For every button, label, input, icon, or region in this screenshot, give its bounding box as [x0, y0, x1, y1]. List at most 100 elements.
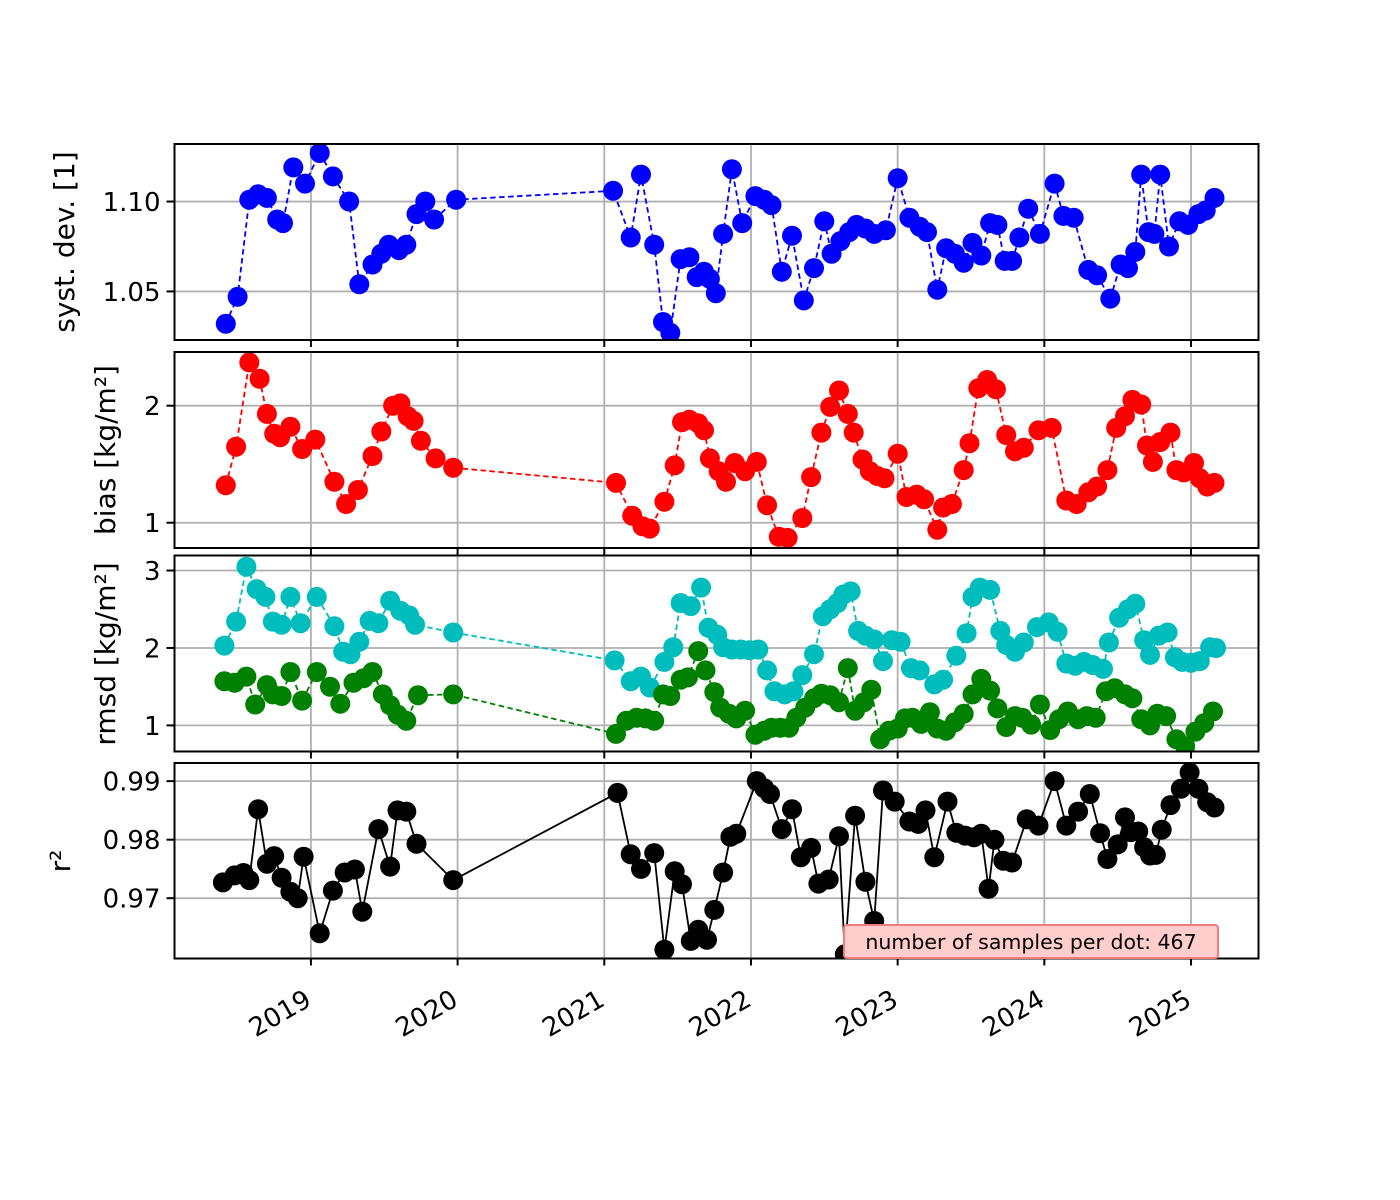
data-point: [887, 168, 908, 189]
data-point: [1013, 437, 1034, 458]
data-point: [1189, 651, 1210, 672]
data-point: [793, 290, 814, 311]
data-point: [239, 870, 260, 891]
data-point: [1013, 632, 1034, 653]
data-point: [1131, 164, 1152, 185]
data-point: [962, 684, 983, 705]
data-point: [226, 436, 247, 457]
data-point: [1098, 632, 1119, 653]
data-point: [443, 622, 464, 643]
data-point: [620, 844, 641, 865]
data-point: [1047, 621, 1068, 642]
y-tick-label: 1: [144, 509, 161, 539]
data-point: [1029, 694, 1050, 715]
y-tick-label: 1: [144, 712, 161, 742]
data-point: [1184, 453, 1204, 473]
data-point: [292, 690, 313, 711]
data-point: [424, 209, 445, 230]
data-point: [1044, 771, 1065, 792]
data-point: [760, 784, 780, 804]
data-point: [1028, 815, 1049, 836]
data-point: [864, 629, 885, 650]
samples-annotation: number of samples per dot: 467: [843, 924, 1219, 959]
data-point: [631, 164, 651, 185]
data-point: [280, 586, 301, 607]
data-point: [1125, 593, 1146, 614]
data-point: [984, 829, 1005, 850]
data-point: [1142, 451, 1163, 472]
data-point: [293, 846, 314, 867]
data-point: [735, 700, 756, 721]
data-point: [704, 682, 725, 703]
data-point: [336, 494, 357, 514]
data-point: [716, 471, 736, 492]
data-point: [1093, 658, 1113, 679]
data-point: [695, 660, 716, 681]
data-point: [801, 837, 822, 858]
data-point: [226, 611, 247, 632]
data-point: [1204, 797, 1225, 818]
data-point: [368, 613, 389, 634]
data-point: [1151, 819, 1172, 840]
y-tick-label: 0.98: [103, 826, 161, 856]
data-point: [330, 693, 351, 714]
data-point: [953, 460, 974, 481]
data-point: [874, 468, 895, 489]
data-point: [280, 416, 301, 437]
data-point: [322, 880, 343, 901]
data-point: [917, 222, 937, 243]
data-point: [845, 805, 866, 826]
data-point: [368, 819, 389, 840]
data-point: [884, 791, 905, 812]
data-point: [1085, 707, 1106, 728]
data-point: [792, 508, 813, 528]
x-tick-label: 2022: [684, 985, 756, 1044]
data-point: [914, 489, 935, 510]
data-point: [654, 651, 675, 672]
data-point: [362, 662, 383, 682]
data-point: [660, 686, 681, 706]
data-point: [814, 211, 835, 232]
data-point: [295, 173, 315, 194]
data-point: [1159, 236, 1179, 257]
data-point: [1150, 164, 1171, 185]
data-point: [654, 491, 675, 512]
data-point: [406, 833, 427, 854]
data-point: [631, 858, 651, 879]
data-point: [1087, 265, 1108, 286]
data-point: [757, 495, 778, 516]
data-point: [410, 430, 431, 451]
y-tick-label: 1.10: [103, 188, 161, 218]
data-point: [1079, 784, 1100, 804]
data-point: [1097, 849, 1118, 869]
data-point: [644, 234, 665, 255]
data-point: [801, 467, 822, 488]
data-point: [688, 641, 709, 662]
data-point: [804, 644, 824, 665]
data-point: [1044, 173, 1065, 194]
data-point: [980, 579, 1001, 600]
data-point: [704, 899, 725, 920]
data-point: [1107, 834, 1128, 855]
data-point: [1131, 394, 1152, 415]
data-point: [1179, 763, 1200, 783]
data-point: [887, 443, 908, 464]
data-point: [403, 410, 424, 431]
data-point: [215, 313, 236, 334]
data-point: [705, 283, 726, 304]
data-point: [256, 403, 277, 424]
data-point: [1056, 815, 1077, 836]
data-point: [996, 425, 1017, 445]
data-point: [941, 494, 962, 514]
data-point: [1041, 417, 1062, 438]
data-point: [757, 660, 778, 681]
data-point: [1029, 223, 1050, 244]
data-point: [349, 274, 370, 295]
data-point: [287, 888, 308, 909]
data-point: [306, 586, 327, 607]
y-tick-label: 2: [144, 392, 161, 422]
data-point: [644, 843, 665, 864]
data-point: [607, 782, 628, 803]
data-point: [1203, 701, 1223, 722]
